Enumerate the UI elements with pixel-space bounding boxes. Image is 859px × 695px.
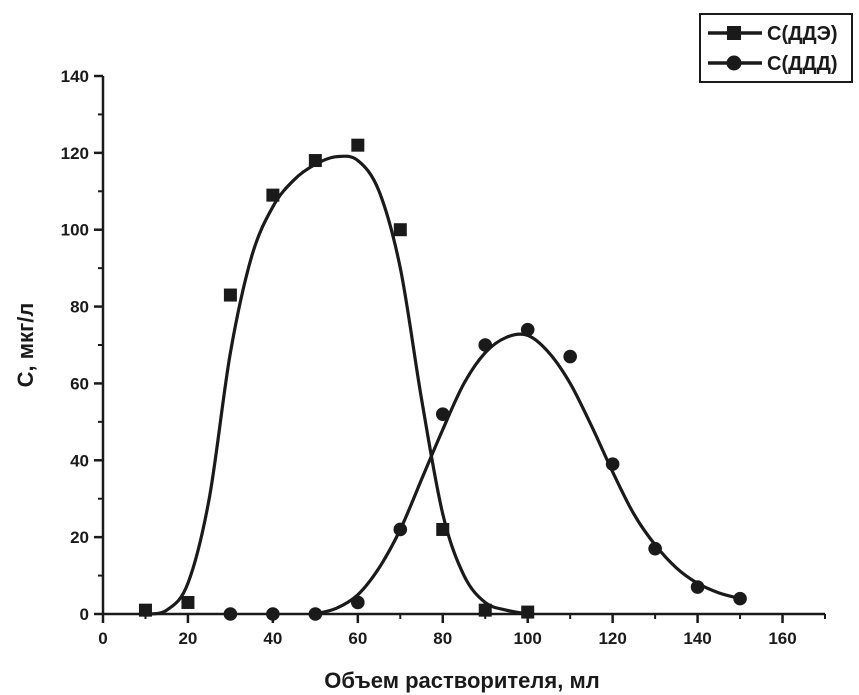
y-tick-label: 100 bbox=[61, 221, 89, 240]
data-point-series-1 bbox=[266, 188, 280, 202]
axes-frame bbox=[101, 76, 825, 616]
data-point-series-2 bbox=[266, 607, 280, 621]
data-point-series-2 bbox=[520, 322, 535, 337]
data-point-series-1 bbox=[138, 603, 152, 617]
y-tick-label: 20 bbox=[70, 528, 89, 547]
fit-curve-series-1 bbox=[145, 154, 528, 616]
data-point-series-1 bbox=[436, 522, 450, 536]
y-tick-label: 60 bbox=[70, 374, 89, 393]
data-point-series-1 bbox=[351, 138, 365, 152]
y-axis-title: С, мкг/л bbox=[13, 303, 38, 388]
data-point-series-2 bbox=[690, 580, 705, 594]
data-point-series-2 bbox=[308, 607, 323, 621]
legend-label-2: С(ДДД) bbox=[767, 53, 838, 75]
x-tick-label: 60 bbox=[348, 629, 367, 648]
x-tick-label: 160 bbox=[768, 629, 796, 648]
data-point-series-2 bbox=[563, 349, 577, 364]
x-tick-label: 120 bbox=[598, 629, 626, 648]
x-axis-title: Объем растворителя, мл bbox=[324, 668, 599, 693]
data-point-series-2 bbox=[648, 541, 662, 556]
legend-item-ddt-e: С(ДДЭ) bbox=[708, 23, 838, 45]
data-point-series-2 bbox=[223, 607, 238, 621]
fit-curve-series-2 bbox=[314, 332, 741, 616]
data-point-series-2 bbox=[435, 407, 450, 421]
data-point-series-2 bbox=[605, 457, 620, 471]
data-point-series-1 bbox=[181, 595, 195, 609]
y-tick-label: 80 bbox=[70, 298, 89, 317]
x-tick-label: 140 bbox=[683, 629, 711, 648]
data-point-series-1 bbox=[521, 605, 535, 619]
data-markers bbox=[138, 138, 747, 621]
legend: С(ДДЭ) С(ДДД) bbox=[699, 13, 853, 83]
data-point-series-1 bbox=[308, 154, 322, 168]
y-tick-label: 120 bbox=[61, 144, 89, 163]
data-point-series-2 bbox=[733, 591, 747, 606]
y-tick-label: 0 bbox=[80, 605, 89, 624]
legend-box bbox=[699, 13, 853, 83]
legend-item-ddd: С(ДДД) bbox=[708, 53, 838, 75]
data-point-series-1 bbox=[478, 603, 492, 617]
data-point-series-2 bbox=[478, 338, 493, 352]
x-tick-label: 100 bbox=[514, 629, 542, 648]
x-tick-label: 80 bbox=[433, 629, 452, 648]
x-tick-label: 20 bbox=[178, 629, 197, 648]
x-tick-label: 0 bbox=[98, 629, 107, 648]
data-point-series-2 bbox=[351, 595, 365, 610]
x-tick-label: 40 bbox=[263, 629, 282, 648]
y-tick-label: 140 bbox=[61, 67, 89, 86]
legend-label-1: С(ДДЭ) bbox=[767, 23, 838, 45]
data-point-series-1 bbox=[393, 223, 407, 237]
data-point-series-2 bbox=[393, 522, 408, 537]
y-tick-label: 40 bbox=[70, 451, 89, 470]
data-point-series-1 bbox=[223, 288, 237, 302]
axis-ticks: 0 20 40 60 80 100 120 140 0 20 40 60 80 100 120 140 160 bbox=[61, 67, 826, 648]
